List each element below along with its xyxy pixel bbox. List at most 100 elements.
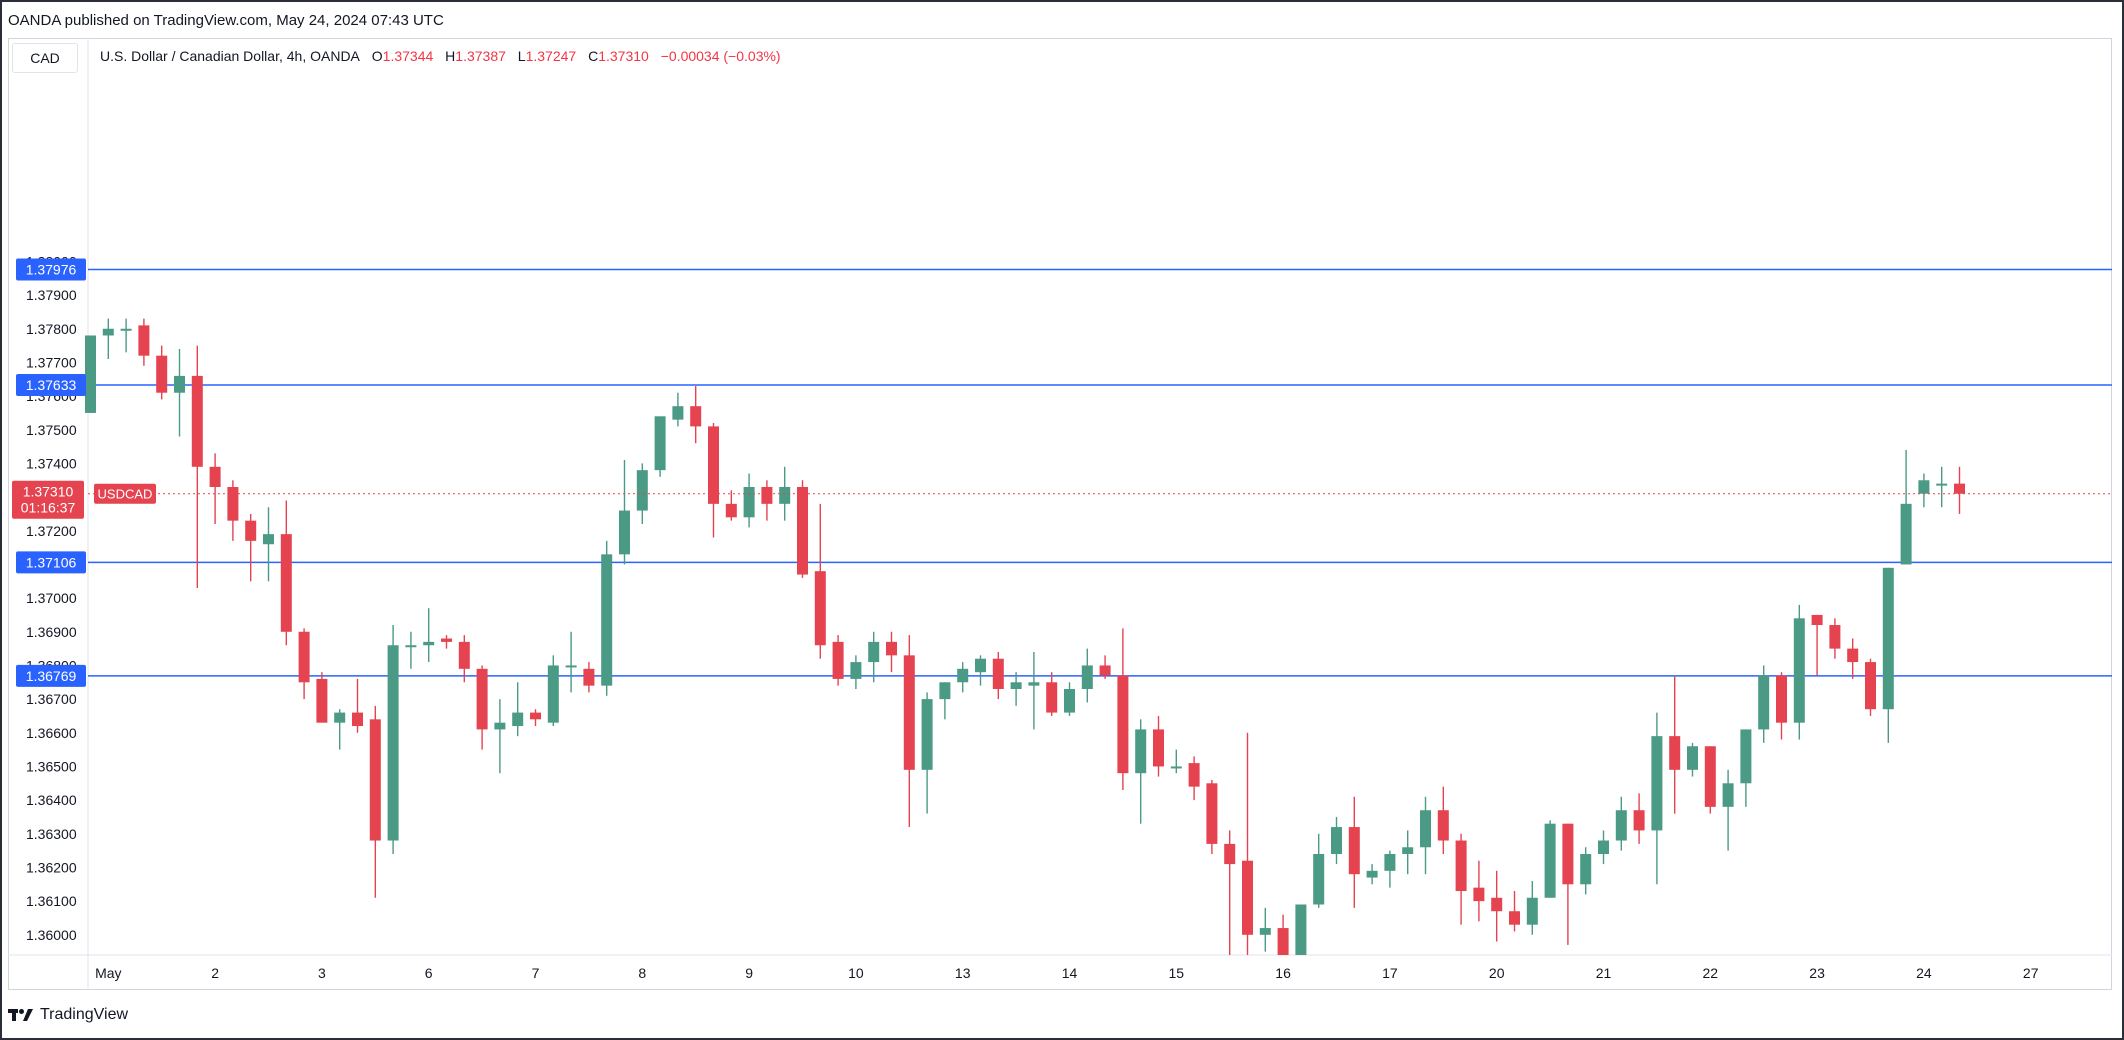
candle-body bbox=[565, 665, 577, 668]
candle-body bbox=[512, 712, 524, 727]
candle-body bbox=[850, 662, 862, 679]
candle-body bbox=[1491, 897, 1503, 912]
candle-body bbox=[1135, 729, 1147, 774]
candle-body bbox=[1918, 480, 1930, 494]
candle-body bbox=[458, 641, 470, 669]
candle-body bbox=[1900, 503, 1912, 565]
candle-body bbox=[1206, 783, 1218, 844]
candle-body bbox=[102, 328, 114, 336]
candle-body bbox=[1509, 911, 1520, 925]
candle-body bbox=[405, 645, 417, 648]
candle bbox=[494, 699, 506, 774]
candle bbox=[334, 709, 346, 750]
candle bbox=[1277, 914, 1289, 955]
candle-body bbox=[1669, 736, 1681, 770]
candle-body bbox=[1384, 853, 1396, 871]
candle bbox=[1669, 675, 1681, 814]
candle bbox=[601, 540, 613, 696]
price-tick-label: 1.36400 bbox=[26, 792, 77, 808]
candle-body bbox=[1064, 689, 1075, 713]
candle bbox=[174, 348, 185, 437]
candle bbox=[1259, 907, 1271, 952]
candle-body bbox=[797, 486, 808, 575]
candle bbox=[992, 651, 1004, 700]
candle bbox=[1509, 891, 1520, 932]
price-tick-label: 1.37400 bbox=[26, 455, 77, 471]
candle-body bbox=[352, 712, 363, 727]
candle bbox=[458, 635, 470, 683]
time-tick-label: 14 bbox=[1062, 965, 1078, 981]
price-tick-label: 1.37000 bbox=[26, 590, 77, 606]
currency-badge[interactable]: CAD bbox=[12, 43, 78, 73]
price-tick-label: 1.36500 bbox=[26, 758, 77, 774]
time-axis: May 2 3 6 7 8 9 10 13 14 15 16 17 20 21 22 23 24 27 bbox=[95, 965, 2039, 981]
tradingview-logo-text: TradingView bbox=[40, 1006, 129, 1023]
candle bbox=[797, 480, 808, 578]
candle bbox=[1526, 880, 1538, 935]
candle-body bbox=[227, 486, 239, 521]
change-value: −0.00034 (−0.03%) bbox=[660, 48, 781, 64]
candle bbox=[1420, 796, 1431, 875]
symbol-legend: U.S. Dollar / Canadian Dollar, 4h, OANDA… bbox=[100, 48, 781, 64]
candle-body bbox=[441, 638, 452, 642]
candle bbox=[975, 655, 986, 686]
candles bbox=[85, 318, 1965, 955]
candle bbox=[725, 490, 737, 521]
candle-body bbox=[1224, 843, 1236, 865]
candle-body bbox=[1366, 870, 1378, 878]
candle bbox=[476, 665, 488, 750]
symbol-title: U.S. Dollar / Canadian Dollar, 4h, OANDA bbox=[100, 48, 360, 64]
candle-body bbox=[1758, 675, 1770, 730]
chart-panel[interactable] bbox=[8, 38, 2112, 990]
candle bbox=[583, 662, 595, 693]
time-tick-label: 21 bbox=[1596, 965, 1612, 981]
candle-body bbox=[209, 466, 221, 487]
candle bbox=[245, 513, 257, 582]
candle bbox=[690, 385, 702, 444]
candle bbox=[369, 705, 381, 898]
candle bbox=[1081, 648, 1093, 703]
candle bbox=[654, 416, 666, 477]
candle-body bbox=[298, 631, 310, 683]
level-tag-label: 1.36769 bbox=[26, 668, 77, 684]
level-tag-label: 1.37633 bbox=[26, 377, 77, 393]
price-tick-label: 1.36100 bbox=[26, 893, 77, 909]
candle-body bbox=[1651, 736, 1663, 831]
candle bbox=[1348, 796, 1360, 908]
candle-body bbox=[138, 325, 150, 356]
tradingview-logo[interactable]: TradingView bbox=[8, 1004, 128, 1026]
candle-body bbox=[1793, 618, 1805, 723]
candle-body bbox=[156, 355, 168, 393]
candle bbox=[1758, 665, 1770, 743]
candle bbox=[1028, 651, 1040, 730]
candle-body bbox=[939, 682, 951, 700]
candle bbox=[1598, 830, 1609, 865]
candle bbox=[1206, 779, 1218, 854]
candle bbox=[1010, 672, 1022, 706]
candle-body bbox=[636, 470, 648, 511]
level-tag bbox=[16, 664, 86, 687]
time-tick-label: 16 bbox=[1275, 965, 1291, 981]
candle bbox=[1366, 864, 1378, 885]
candle-body bbox=[423, 641, 435, 646]
candle bbox=[441, 635, 452, 649]
current-price-value: 1.37310 bbox=[23, 484, 74, 500]
candle-body bbox=[1099, 665, 1111, 676]
candle bbox=[1615, 796, 1627, 851]
candle bbox=[1793, 604, 1805, 740]
candle bbox=[832, 635, 844, 686]
candle bbox=[1170, 749, 1182, 774]
candle bbox=[1473, 860, 1485, 922]
candle-body bbox=[1455, 840, 1467, 892]
candle-body bbox=[1242, 860, 1253, 935]
candle-body bbox=[174, 375, 185, 393]
price-tick-label: 1.37800 bbox=[26, 321, 77, 337]
candle-body bbox=[1936, 483, 1948, 486]
low-value: 1.37247 bbox=[525, 48, 577, 64]
candle bbox=[1562, 823, 1574, 945]
candle bbox=[1153, 715, 1164, 777]
time-tick-label: 23 bbox=[1809, 965, 1825, 981]
time-tick-label: 20 bbox=[1489, 965, 1505, 981]
